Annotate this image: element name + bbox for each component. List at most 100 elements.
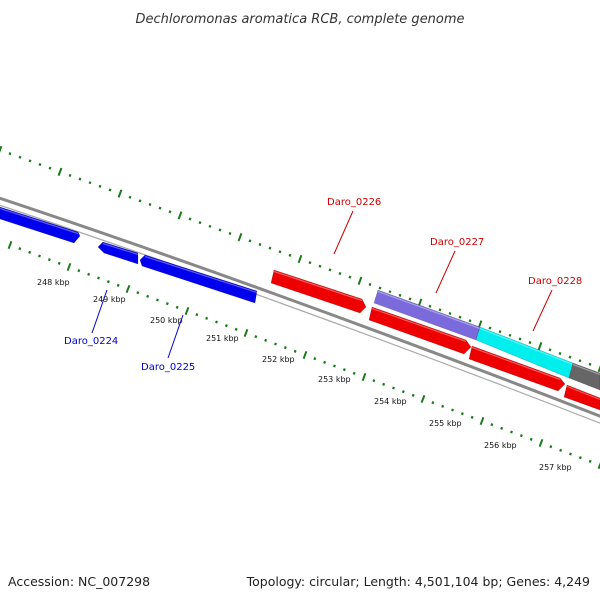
map-title: Dechloromonas aromatica RCB, complete ge… bbox=[135, 12, 464, 27]
minor-tick bbox=[548, 348, 552, 352]
minor-tick bbox=[549, 445, 553, 449]
minor-tick bbox=[438, 308, 442, 312]
minor-tick bbox=[48, 166, 52, 170]
minor-tick bbox=[588, 362, 592, 366]
major-tick bbox=[66, 262, 72, 272]
minor-tick bbox=[411, 393, 415, 397]
minor-tick bbox=[88, 181, 92, 185]
gene-highlight bbox=[0, 207, 79, 235]
minor-tick bbox=[208, 224, 212, 228]
minor-tick bbox=[518, 337, 522, 341]
minor-tick bbox=[78, 177, 82, 181]
gene-arrow-red3[interactable] bbox=[468, 345, 566, 392]
minor-tick bbox=[168, 210, 172, 214]
major-tick bbox=[361, 372, 367, 382]
gene-label-daro-0227[interactable]: Daro_0227 bbox=[430, 237, 484, 248]
minor-tick bbox=[488, 326, 492, 330]
gene-highlight bbox=[377, 290, 481, 330]
minor-tick bbox=[382, 382, 386, 386]
minor-tick bbox=[106, 280, 110, 284]
minor-tick bbox=[578, 456, 582, 460]
gene-arrow-daro-0224[interactable] bbox=[97, 241, 139, 265]
backbone-line bbox=[0, 196, 600, 418]
gene-highlight bbox=[273, 270, 363, 302]
major-tick bbox=[243, 328, 249, 338]
minor-tick bbox=[308, 261, 312, 265]
gene-label-daro-0225[interactable]: Daro_0225 bbox=[141, 362, 195, 373]
minor-tick bbox=[323, 360, 327, 364]
minor-tick bbox=[490, 423, 494, 427]
minor-tick bbox=[268, 246, 272, 250]
minor-tick bbox=[448, 312, 452, 315]
minor-tick bbox=[28, 159, 32, 163]
minor-tick bbox=[460, 412, 464, 416]
major-tick bbox=[302, 350, 308, 360]
gene-label-daro-0228[interactable]: Daro_0228 bbox=[528, 276, 582, 287]
minor-tick bbox=[318, 264, 322, 268]
minor-tick bbox=[248, 239, 252, 243]
gene-arrow-red4[interactable] bbox=[563, 384, 600, 411]
tick-row-upper bbox=[0, 145, 600, 373]
major-tick bbox=[597, 462, 600, 470]
leader-line bbox=[167, 314, 184, 359]
gene-label-daro-0224[interactable]: Daro_0224 bbox=[64, 336, 118, 347]
minor-tick bbox=[278, 250, 282, 254]
major-tick bbox=[237, 233, 243, 242]
minor-tick bbox=[558, 351, 562, 355]
minor-tick bbox=[441, 404, 445, 408]
major-tick bbox=[597, 365, 600, 373]
genome-summary-text: Topology: circular; Length: 4,501,104 bp… bbox=[246, 574, 590, 589]
gene-arrow-red2[interactable] bbox=[368, 306, 472, 355]
minor-tick bbox=[138, 199, 142, 203]
gene-highlight bbox=[479, 327, 574, 366]
minor-tick bbox=[188, 217, 192, 221]
kbp-label: 250 kbp bbox=[150, 316, 183, 325]
gene-arrow-daro-0226[interactable] bbox=[270, 269, 367, 314]
minor-tick bbox=[97, 276, 100, 280]
accession-text: Accession: NC_007298 bbox=[8, 574, 150, 589]
kbp-label: 253 kbp bbox=[318, 375, 351, 384]
minor-tick bbox=[128, 195, 132, 199]
minor-tick bbox=[165, 302, 169, 306]
minor-tick bbox=[388, 290, 392, 294]
minor-tick bbox=[470, 415, 474, 419]
minor-tick bbox=[254, 335, 258, 339]
minor-tick bbox=[578, 359, 582, 363]
minor-tick bbox=[8, 152, 12, 156]
minor-tick bbox=[146, 294, 150, 298]
minor-tick bbox=[468, 319, 472, 323]
minor-tick bbox=[198, 221, 202, 225]
minor-tick bbox=[234, 327, 238, 331]
minor-tick bbox=[158, 206, 162, 210]
minor-tick bbox=[258, 242, 262, 246]
gene-arrow-gray1[interactable] bbox=[568, 362, 600, 391]
gene-arrow-blue1[interactable] bbox=[0, 206, 81, 244]
kbp-label: 248 kbp bbox=[37, 278, 70, 287]
major-tick bbox=[479, 416, 485, 426]
minor-tick bbox=[136, 291, 140, 295]
minor-tick bbox=[156, 298, 159, 302]
backbone-line bbox=[0, 204, 600, 424]
minor-tick bbox=[378, 286, 382, 290]
minor-tick bbox=[338, 272, 342, 276]
minor-tick bbox=[528, 341, 532, 345]
tick-row-lower bbox=[7, 240, 600, 470]
major-tick bbox=[177, 211, 183, 220]
minor-tick bbox=[588, 459, 592, 463]
minor-tick bbox=[98, 184, 102, 188]
minor-tick bbox=[28, 250, 32, 254]
minor-tick bbox=[264, 338, 268, 342]
minor-tick bbox=[568, 355, 572, 359]
minor-tick bbox=[57, 261, 61, 265]
minor-tick bbox=[328, 268, 332, 272]
minor-tick bbox=[498, 330, 502, 334]
gene-label-daro-0226[interactable]: Daro_0226 bbox=[327, 197, 381, 208]
major-tick bbox=[420, 394, 426, 404]
minor-tick bbox=[18, 247, 22, 251]
minor-tick bbox=[519, 434, 523, 438]
minor-tick bbox=[508, 333, 512, 337]
gene-arrow-daro-0225[interactable] bbox=[139, 254, 258, 304]
minor-tick bbox=[529, 437, 533, 441]
minor-tick bbox=[398, 293, 402, 297]
minor-tick bbox=[559, 448, 563, 452]
